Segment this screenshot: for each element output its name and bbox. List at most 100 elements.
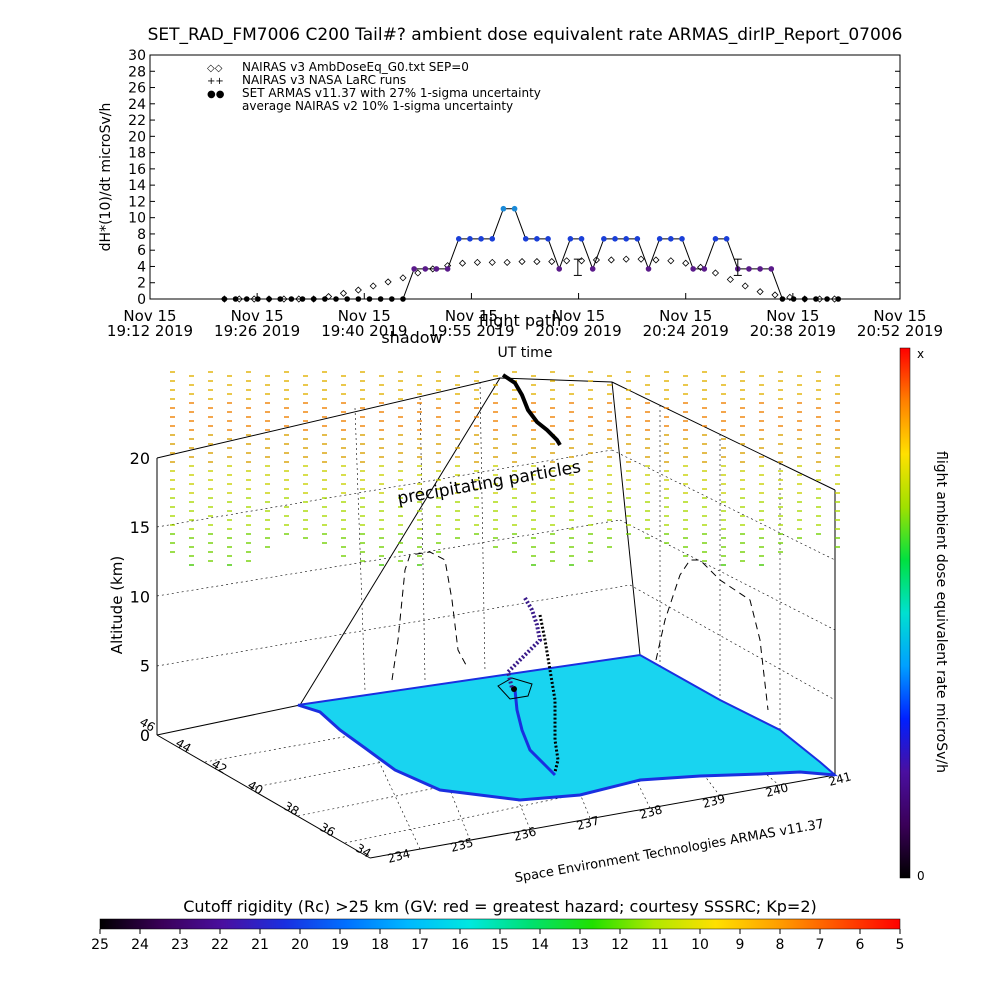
armas-point-41 [679,236,685,242]
top-y-tick-label-1: 2 [137,276,146,292]
nairas-point-32 [697,263,705,271]
top-x-tick-date-3: Nov 15 [445,307,498,325]
rigidity-tick-label-2: 23 [171,937,189,953]
top-y-tick-label-14: 28 [128,64,146,80]
top-y-tick-label-3: 6 [137,243,146,259]
armas-point-53 [813,296,819,302]
armas-point-5 [277,296,284,302]
armas-point-48 [757,266,763,272]
armas-point-50 [779,296,786,302]
longitude-tick-1: 235 [449,835,475,854]
latitude-tick-4: 42 [209,757,229,777]
rigidity-tick-label-9: 16 [451,937,469,953]
top-y-tick-label-15: 30 [128,48,146,64]
armas-point-49 [768,266,775,272]
nairas-point-37 [771,291,779,299]
armas-point-16 [400,296,406,302]
rigidity-tick-label-10: 15 [491,937,509,953]
rigidity-tick-label-19: 6 [856,937,865,953]
top-plot-frame [149,54,901,300]
armas-point-54 [824,296,830,302]
precipitating-particles-label: precipitating particles [396,457,583,509]
rigidity-colorbar-title: Cutoff rigidity (Rc) >25 km (GV: red = g… [183,897,817,916]
armas-point-45 [723,236,730,242]
armas-point-52 [801,296,808,302]
rigidity-tick-label-12: 13 [571,937,589,953]
dose-colorbar [899,347,911,879]
shadow-label: shadow [381,328,442,347]
latitude-axis: 34 36 38 40 42 44 46 [137,715,373,861]
top-y-tick-label-9: 18 [128,146,146,162]
flight-path-upper [501,373,562,447]
nairas-point-18 [488,258,496,266]
armas-point-8 [310,296,317,302]
nairas-point-34 [726,275,734,284]
top-x-tick-time-0: 19:12 2019 [107,322,193,340]
top-y-tick-label-2: 4 [137,259,146,275]
rigidity-tick-label-20: 5 [896,937,905,953]
legend-label-2: SET ARMAS v11.37 with 27% 1-sigma uncert… [242,86,541,100]
nairas-point-20 [518,258,526,266]
altitude-tick-3: 15 [130,518,150,537]
nairas-point-38 [786,293,794,301]
legend-label-3: average NAIRAS v2 10% 1-sigma uncertaint… [242,99,513,113]
nairas-point-16 [458,259,467,267]
top-x-tick-time-5: 20:24 2019 [643,322,729,340]
armas-point-32 [578,236,585,242]
armas-point-13 [366,296,373,302]
longitude-tick-2: 236 [512,824,538,843]
armas-line [224,208,839,300]
armas-point-26 [511,205,518,212]
altitude-axis: 0 5 10 15 20 [130,449,150,745]
longitude-axis: 234 235 236 237 238 239 240 241 [386,769,853,865]
rigidity-tick-label-0: 25 [91,937,109,953]
latitude-tick-2: 38 [281,799,301,819]
armas-point-9 [322,296,328,302]
rigidity-tick-label-3: 22 [211,937,229,953]
legend-label-0: NAIRAS v3 AmbDoseEq_G0.txt SEP=0 [242,60,469,74]
top-y-tick-label-10: 20 [128,129,146,145]
rigidity-tick-label-1: 24 [131,937,149,953]
top-x-tick-date-1: Nov 15 [231,307,284,325]
rigidity-tick-label-15: 10 [691,937,709,953]
armas-point-30 [556,266,563,272]
top-x-tick-date-4: Nov 15 [552,307,605,325]
rigidity-tick-label-11: 14 [531,937,549,953]
armas-point-19 [433,266,440,272]
latitude-tick-6: 46 [137,715,157,735]
top-x-tick-time-1: 19:26 2019 [214,322,300,340]
credit-label: Space Environment Technologies ARMAS v11… [514,817,826,886]
rigidity-tick-label-17: 8 [776,937,785,953]
armas-series [221,205,842,302]
armas-point-3 [255,296,261,302]
armas-point-47 [746,266,752,272]
legend-symbol-2: ●● [207,89,225,100]
rigidity-tick-label-5: 20 [291,937,309,953]
latitude-tick-0: 34 [353,841,373,861]
top-x-tick-time-7: 20:52 2019 [857,322,943,340]
nairas-point-23 [563,257,571,265]
rigidity-tick-label-13: 12 [611,937,629,953]
nairas-point-29 [652,256,660,264]
top-y-tick-label-13: 26 [128,81,146,97]
armas-point-4 [266,296,272,302]
armas-point-1 [232,296,239,302]
rigidity-tick-label-4: 21 [251,937,269,953]
nairas-point-24 [577,257,586,265]
top-x-tick-time-3: 19:55 2019 [428,322,514,340]
dose-colorbar-label: flight ambient dose equivalent rate micr… [933,451,949,773]
nairas-point-26 [607,256,615,264]
armas-point-18 [422,266,429,272]
dose-colorbar-bottom-label: 0 [917,869,925,883]
nairas-point-22 [548,258,556,266]
armas-point-10 [333,296,339,302]
armas-point-51 [790,296,797,302]
altitude-tick-4: 20 [130,449,150,468]
armas-point-15 [389,296,395,302]
altitude-tick-0: 0 [140,726,150,745]
coastline [297,703,836,802]
longitude-tick-0: 234 [386,846,412,865]
top-y-tick-label-12: 24 [128,97,146,113]
